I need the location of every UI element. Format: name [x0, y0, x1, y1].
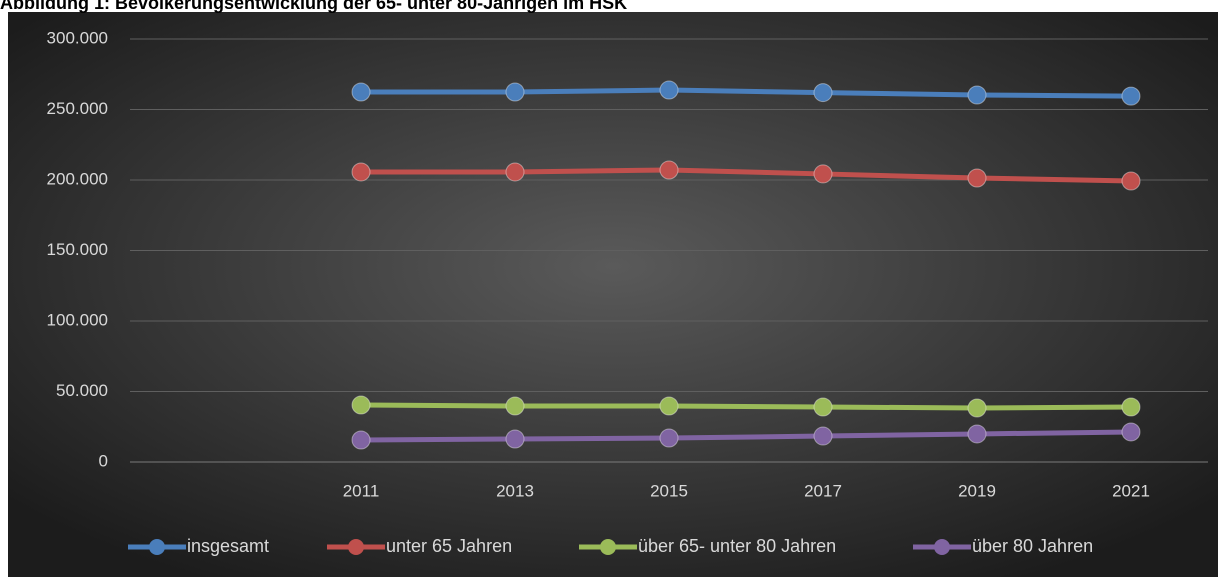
chart-title: Abbildung 1: Bevölkerungsentwicklung der…	[0, 0, 627, 13]
data-point	[505, 162, 525, 182]
x-tick-label: 2015	[650, 481, 688, 500]
data-point	[813, 83, 833, 103]
data-point	[659, 160, 679, 180]
data-point	[659, 80, 679, 100]
data-point	[351, 395, 371, 415]
data-point	[505, 396, 525, 416]
y-tick-label: 250.000	[47, 99, 108, 118]
legend-label: unter 65 Jahren	[386, 536, 512, 556]
y-tick-label: 200.000	[47, 169, 108, 188]
data-point	[505, 429, 525, 449]
data-point	[813, 164, 833, 184]
y-tick-label: 50.000	[56, 381, 108, 400]
series-line	[361, 167, 1132, 184]
data-point	[1121, 422, 1141, 442]
series-line	[361, 87, 1132, 99]
legend-label: insgesamt	[187, 536, 269, 556]
data-point	[505, 82, 525, 102]
data-point	[967, 168, 987, 188]
series-line	[360, 429, 1132, 443]
y-tick-label: 100.000	[47, 310, 108, 329]
data-point	[351, 82, 371, 102]
legend-label: über 65- unter 80 Jahren	[638, 536, 836, 556]
data-point	[967, 85, 987, 105]
x-tick-label: 2017	[804, 481, 842, 500]
data-point	[1121, 86, 1141, 106]
data-point	[1121, 171, 1141, 191]
x-tick-label: 2021	[1112, 481, 1150, 500]
y-tick-label: 150.000	[47, 240, 108, 259]
legend-marker	[149, 539, 165, 555]
legend-marker	[348, 539, 364, 555]
data-point	[351, 162, 371, 182]
series-line	[360, 402, 1132, 411]
x-tick-label: 2019	[958, 481, 996, 500]
data-point	[967, 398, 987, 418]
data-point	[351, 430, 371, 450]
data-point	[813, 426, 833, 446]
data-point	[967, 424, 987, 444]
y-tick-label: 300.000	[47, 28, 108, 47]
data-point	[1121, 397, 1141, 417]
x-tick-label: 2011	[343, 481, 380, 500]
chart-background	[8, 12, 1218, 577]
legend-marker	[600, 539, 616, 555]
x-tick-label: 2013	[496, 481, 534, 500]
data-point	[813, 397, 833, 417]
legend-marker	[934, 539, 950, 555]
data-point	[659, 396, 679, 416]
y-tick-label: 0	[99, 451, 108, 470]
data-point	[659, 428, 679, 448]
legend-label: über 80 Jahren	[972, 536, 1093, 556]
